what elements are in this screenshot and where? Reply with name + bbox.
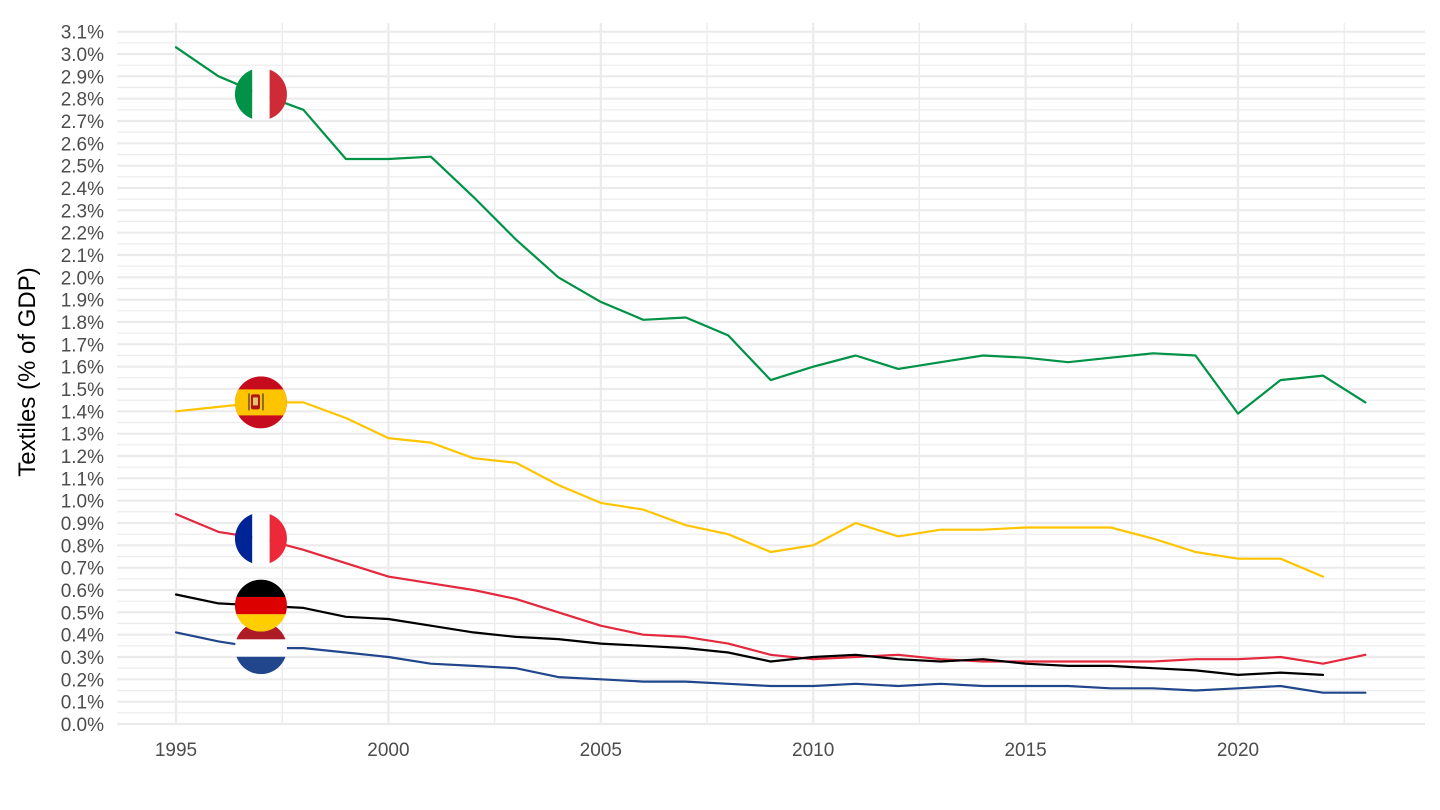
y-tick-label: 1.7% bbox=[61, 335, 104, 356]
y-tick-label: 1.5% bbox=[61, 380, 104, 401]
major-gridlines bbox=[117, 23, 1425, 726]
y-tick-label: 2.0% bbox=[61, 268, 104, 289]
y-tick-label: 0.1% bbox=[61, 693, 104, 714]
germany-flag-icon bbox=[234, 579, 287, 632]
x-tick-label: 2005 bbox=[580, 740, 622, 761]
y-tick-label: 0.4% bbox=[61, 626, 104, 647]
y-tick-label: 0.8% bbox=[61, 536, 104, 557]
y-tick-label: 0.7% bbox=[61, 559, 104, 580]
y-tick-label: 3.1% bbox=[61, 23, 104, 44]
y-tick-label: 0.5% bbox=[61, 603, 104, 624]
series-lines bbox=[174, 46, 1367, 694]
series-line-germany bbox=[174, 593, 1325, 677]
y-tick-label: 0.0% bbox=[61, 715, 104, 736]
y-tick-label: 0.3% bbox=[61, 648, 104, 669]
y-tick-label: 1.2% bbox=[61, 447, 104, 468]
y-tick-label: 2.7% bbox=[61, 112, 104, 133]
series-line-italy bbox=[174, 46, 1367, 415]
x-tick-label: 2010 bbox=[792, 740, 834, 761]
y-tick-label: 2.8% bbox=[61, 90, 104, 111]
spain-flag-icon bbox=[234, 376, 287, 429]
y-tick-label: 2.9% bbox=[61, 67, 104, 88]
x-axis-tick-labels: 1995 2000 2005 2010 2015 2020 bbox=[155, 740, 1259, 761]
x-tick-label: 2015 bbox=[1004, 740, 1046, 761]
minor-gridlines bbox=[117, 23, 1425, 725]
y-tick-label: 1.0% bbox=[61, 492, 104, 513]
x-tick-label: 2020 bbox=[1217, 740, 1259, 761]
series-line-france bbox=[174, 512, 1367, 665]
y-tick-label: 0.9% bbox=[61, 514, 104, 535]
y-tick-label: 1.1% bbox=[61, 469, 104, 490]
y-axis-tick-labels: 0.0%0.1%0.2%0.3%0.4%0.5%0.6%0.7%0.8%0.9%… bbox=[61, 23, 104, 736]
y-tick-label: 1.3% bbox=[61, 425, 104, 446]
y-tick-label: 1.6% bbox=[61, 358, 104, 379]
france-flag-icon bbox=[234, 512, 287, 565]
y-tick-label: 2.5% bbox=[61, 157, 104, 178]
y-tick-label: 1.9% bbox=[61, 291, 104, 312]
y-tick-label: 2.3% bbox=[61, 201, 104, 222]
y-tick-label: 1.8% bbox=[61, 313, 104, 334]
series-line-netherlands bbox=[174, 631, 1367, 694]
y-tick-label: 2.6% bbox=[61, 134, 104, 155]
y-tick-label: 2.1% bbox=[61, 246, 104, 267]
y-tick-label: 1.4% bbox=[61, 402, 104, 423]
italy-flag-icon bbox=[234, 68, 287, 121]
flag-labels bbox=[234, 68, 287, 675]
series-line-spain bbox=[174, 401, 1325, 578]
y-tick-label: 0.2% bbox=[61, 670, 104, 691]
y-tick-label: 3.0% bbox=[61, 45, 104, 66]
x-tick-label: 2000 bbox=[367, 740, 409, 761]
y-axis-title: Textiles (% of GDP) bbox=[14, 267, 41, 476]
x-tick-label: 1995 bbox=[155, 740, 197, 761]
y-tick-label: 2.2% bbox=[61, 224, 104, 245]
y-tick-label: 2.4% bbox=[61, 179, 104, 200]
y-tick-label: 0.6% bbox=[61, 581, 104, 602]
